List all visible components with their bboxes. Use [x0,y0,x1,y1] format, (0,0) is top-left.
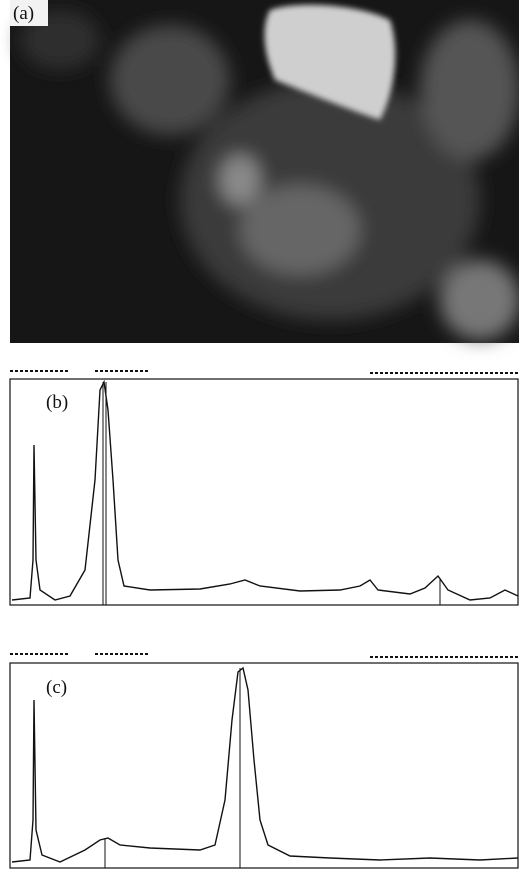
panel-label: (a) [13,3,34,24]
spectrum-b: (b) [9,370,519,606]
panel-label: (c) [46,677,67,698]
panel-label: (b) [46,392,68,413]
sem-image: (a) [10,0,519,343]
spectrum-c: (c) [9,653,519,869]
